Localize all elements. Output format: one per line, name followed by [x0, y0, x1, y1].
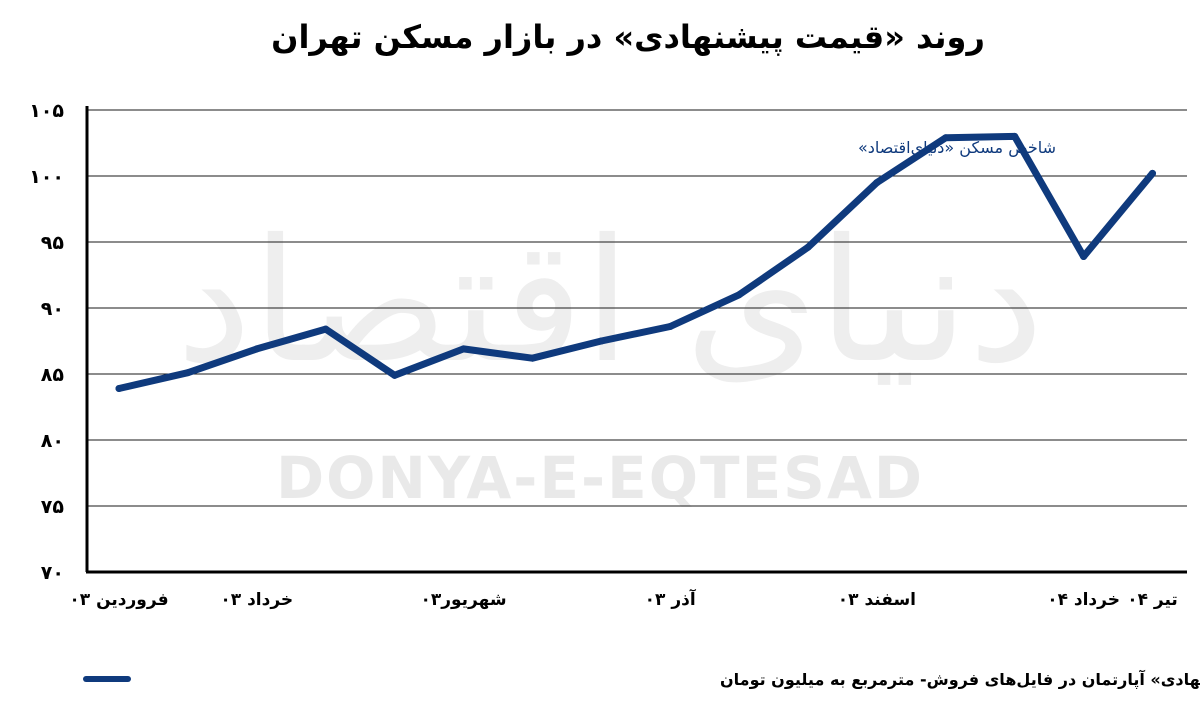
- data-point: [1080, 253, 1088, 261]
- y-tick-label: ۷۵: [41, 496, 65, 518]
- y-tick-labels: ۷۰ ۷۵ ۸۰ ۸۵ ۹۰ ۹۵ ۱۰۰ ۱۰۵: [29, 100, 64, 584]
- chart-annotation: شاخص مسکن «دنیای‌اقتصاد»: [858, 138, 1056, 158]
- data-point: [735, 291, 743, 299]
- data-point: [942, 134, 950, 142]
- data-point: [666, 322, 674, 330]
- y-tick-label: ۹۰: [41, 298, 64, 320]
- data-point: [460, 345, 467, 353]
- data-point: [115, 385, 123, 393]
- data-point: [528, 354, 536, 362]
- x-tick-labels: فروردین ۰۳ خرداد ۰۳ شهریور۰۳ آذر ۰۳ اسفند ۰۳…: [69, 588, 1177, 610]
- x-tick-label: شهریور۰۳: [420, 590, 506, 610]
- legend: میانگین «قیمت پیشنهادی» آپارتمان در فایل…: [83, 669, 1200, 690]
- y-tick-label: ۱۰۵: [29, 100, 64, 122]
- data-point: [322, 325, 330, 333]
- gridlines: [87, 109, 1187, 507]
- chart-title: روند «قیمت پیشنهادی» در بازار مسکن تهران: [271, 18, 985, 56]
- series-layer: [115, 132, 1156, 393]
- data-point: [184, 369, 192, 377]
- y-tick-label: ۹۵: [41, 232, 65, 254]
- x-tick-label: آذر ۰۳: [645, 588, 697, 610]
- x-tick-label: فروردین ۰۳: [69, 590, 168, 610]
- data-point: [597, 337, 605, 345]
- x-tick-label: خرداد ۰۳: [220, 590, 293, 610]
- legend-label: میانگین «قیمت پیشنهادی» آپارتمان در فایل…: [720, 669, 1200, 690]
- series-line: [115, 132, 1156, 392]
- watermark-latin: DONYA-E-EQTESAD: [276, 444, 924, 512]
- watermark: دنیای اقتصاد DONYA-E-EQTESAD: [176, 203, 1044, 512]
- data-point: [1011, 132, 1019, 140]
- y-tick-label: ۸۰: [41, 430, 64, 452]
- data-point: [873, 179, 881, 187]
- data-point: [253, 345, 261, 353]
- y-tick-label: ۱۰۰: [29, 166, 64, 188]
- y-tick-label: ۸۵: [41, 364, 65, 386]
- x-tick-label: تیر ۰۴: [1127, 590, 1178, 610]
- data-point: [391, 371, 399, 379]
- x-tick-label: خرداد ۰۴: [1047, 590, 1120, 610]
- data-point: [804, 243, 812, 251]
- y-tick-label: ۷۰: [41, 562, 64, 584]
- watermark-arabic: دنیای اقتصاد: [176, 203, 1044, 401]
- x-tick-label: اسفند ۰۳: [838, 590, 916, 610]
- data-point: [1149, 169, 1156, 177]
